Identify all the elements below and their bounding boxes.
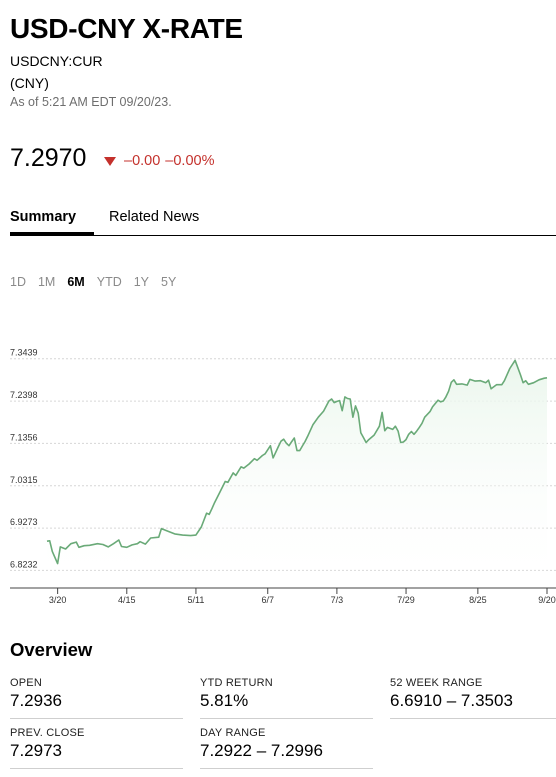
series-line <box>46 359 548 565</box>
x-tick-label: 4/15 <box>118 595 136 605</box>
currency-label: (CNY) <box>10 75 49 91</box>
y-tick-label: 7.0315 <box>10 475 38 485</box>
x-tick-label: 8/25 <box>469 595 487 605</box>
range-6m[interactable]: 6M <box>67 275 85 289</box>
stat-ytd-return-label: YTD RETURN <box>200 677 273 689</box>
range-1m[interactable]: 1M <box>37 275 56 289</box>
down-arrow-icon <box>104 156 116 166</box>
price-change: –0.00 –0.00% <box>104 153 214 169</box>
x-tick-label: 7/3 <box>331 595 344 605</box>
divider <box>200 718 373 719</box>
stat-52-week-range-value: 6.6910 – 7.3503 <box>390 691 513 710</box>
tab-related-news[interactable]: Related News <box>109 209 200 225</box>
x-tick-label: 7/29 <box>397 595 415 605</box>
divider <box>390 718 556 719</box>
stat-day-range-label: DAY RANGE <box>200 727 266 739</box>
y-tick-label: 6.8232 <box>10 559 38 569</box>
time-range-selector: 1D 1M 6M YTD 1Y 5Y <box>10 275 188 289</box>
y-tick-label: 7.1356 <box>10 432 38 442</box>
divider <box>10 768 183 769</box>
stat-52-week-range-label: 52 WEEK RANGE <box>390 677 483 689</box>
divider <box>200 768 373 769</box>
price-chart[interactable]: 6.8232 6.9273 7.0315 7.1356 7.2398 7.3439 3/20… <box>0 340 556 612</box>
range-1y[interactable]: 1Y <box>133 275 150 289</box>
stat-prev-close-label: PREV. CLOSE <box>10 727 85 739</box>
overview-heading: Overview <box>10 639 93 660</box>
page-title: USD-CNY X-RATE <box>10 13 243 44</box>
range-ytd[interactable]: YTD <box>96 275 122 289</box>
stat-prev-close-value: 7.2973 <box>10 741 62 760</box>
range-5y[interactable]: 5Y <box>161 275 177 289</box>
active-tab-indicator <box>10 232 94 235</box>
divider <box>10 718 183 719</box>
ticker-symbol: USDCNY:CUR <box>10 53 103 69</box>
x-tick-label: 5/11 <box>188 595 205 605</box>
as-of-timestamp: As of 5:21 AM EDT 09/20/23. <box>10 95 172 109</box>
range-1d[interactable]: 1D <box>10 275 26 289</box>
x-tick-label: 6/7 <box>261 595 274 605</box>
stat-open-value: 7.2936 <box>10 691 62 710</box>
series-area-fill <box>47 360 547 588</box>
stat-ytd-return-value: 5.81% <box>200 691 249 710</box>
y-tick-label: 7.3439 <box>10 348 38 358</box>
current-price: 7.2970 <box>10 144 87 172</box>
x-tick-label: 3/20 <box>49 595 67 605</box>
change-value: –0.00 <box>124 153 161 169</box>
tab-bar: Summary Related News <box>10 207 556 236</box>
stat-day-range-value: 7.2922 – 7.2996 <box>200 741 323 760</box>
x-tick-label: 9/20 <box>538 595 556 605</box>
y-tick-label: 7.2398 <box>10 390 38 400</box>
change-percent: –0.00% <box>165 153 215 169</box>
stat-open-label: OPEN <box>10 677 42 689</box>
tab-summary[interactable]: Summary <box>10 209 77 225</box>
y-tick-label: 6.9273 <box>10 517 38 527</box>
